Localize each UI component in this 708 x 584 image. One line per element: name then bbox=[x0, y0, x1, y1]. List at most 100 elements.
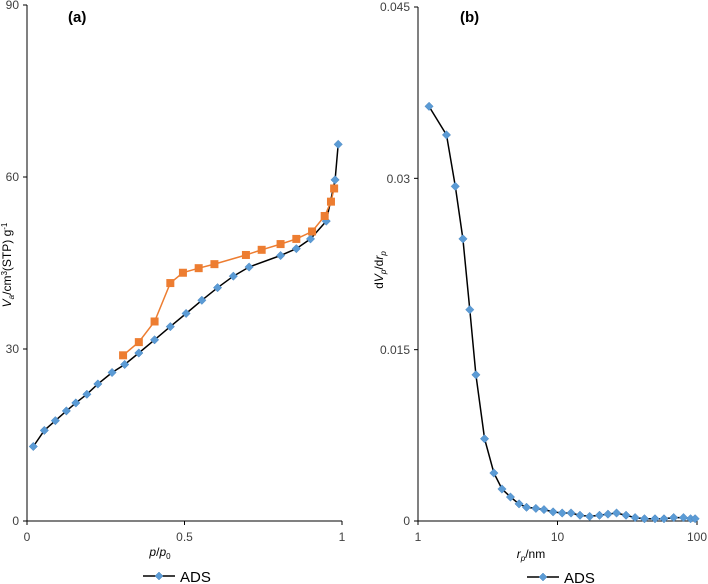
b-ads-point bbox=[548, 507, 558, 517]
b-ads-point bbox=[539, 505, 549, 515]
a-des-point bbox=[166, 279, 175, 288]
b-ads-point bbox=[669, 513, 679, 523]
a-ads-point bbox=[276, 250, 286, 261]
b-ads-point bbox=[521, 502, 532, 512]
a-x-axis-title: p/p0 bbox=[148, 545, 171, 561]
a-ads-point bbox=[228, 271, 238, 281]
a-des-point bbox=[134, 338, 143, 347]
a-x-tick-label: 0 bbox=[24, 530, 31, 544]
b-y-tick-label: 0.03 bbox=[387, 172, 411, 186]
b-ads-point bbox=[480, 434, 490, 444]
b-ads-point bbox=[566, 508, 576, 518]
b-x-tick-label: 1 bbox=[415, 530, 422, 544]
b-x-tick-label: 10 bbox=[551, 530, 565, 544]
a-des-series-line bbox=[122, 188, 335, 356]
a-ads-point bbox=[181, 308, 191, 319]
b-ads-point bbox=[585, 511, 595, 521]
a-des-point bbox=[119, 351, 128, 360]
a-ads-point bbox=[150, 335, 160, 345]
a-des-point bbox=[320, 211, 329, 220]
panel-a: 0 30 60 90 0 0.5 1 (a) p/p0 Va/cm3(STP) … bbox=[0, 0, 346, 584]
a-legend: ADS bbox=[143, 569, 211, 584]
b-x-axis-title: rp/nm bbox=[517, 547, 545, 563]
b-ads-point bbox=[639, 514, 649, 524]
a-legend-marker bbox=[154, 571, 164, 581]
b-ads-point bbox=[514, 499, 524, 509]
b-ads-point bbox=[575, 510, 585, 520]
a-ads-point bbox=[61, 406, 71, 416]
a-ads-point bbox=[28, 441, 38, 452]
panel-b: 0 0.015 0.03 0.045 1 10 100 (b) rp/nm dV… bbox=[372, 0, 707, 584]
a-ads-point bbox=[197, 295, 207, 305]
b-x-tick-label: 100 bbox=[687, 530, 707, 544]
b-ads-point bbox=[441, 130, 452, 140]
a-plot-area bbox=[28, 139, 343, 452]
a-ads-point bbox=[291, 244, 301, 254]
a-panel-label: (a) bbox=[68, 9, 86, 26]
b-ads-point bbox=[505, 492, 516, 502]
b-ads-point bbox=[450, 181, 460, 191]
a-ads-point bbox=[107, 367, 117, 378]
a-y-tick-label: 60 bbox=[6, 170, 20, 184]
a-x-tick-label: 1 bbox=[339, 530, 346, 544]
a-des-point bbox=[326, 197, 335, 206]
b-plot-area bbox=[424, 101, 700, 524]
a-des-point bbox=[276, 240, 285, 249]
b-ads-point bbox=[659, 514, 669, 524]
a-des-point bbox=[257, 245, 266, 254]
a-ads-point bbox=[93, 379, 103, 389]
a-ads-point bbox=[165, 322, 175, 332]
a-des-point bbox=[241, 250, 250, 259]
a-des-point bbox=[292, 234, 301, 243]
b-ads-point bbox=[557, 508, 567, 518]
a-legend-label: ADS bbox=[180, 569, 211, 584]
a-ads-point bbox=[213, 283, 223, 293]
a-ads-point bbox=[333, 139, 343, 149]
a-des-point bbox=[178, 268, 187, 277]
a-ads-point bbox=[330, 175, 340, 185]
a-des-point bbox=[308, 227, 317, 236]
b-ads-point bbox=[471, 370, 481, 380]
a-tick-marks bbox=[23, 4, 343, 525]
b-tick-marks bbox=[414, 6, 698, 525]
b-ads-point bbox=[630, 513, 640, 523]
a-ads-point bbox=[305, 234, 316, 244]
b-ads-point bbox=[621, 510, 631, 520]
a-ads-point bbox=[244, 262, 254, 272]
a-des-point bbox=[330, 184, 339, 193]
b-ads-point bbox=[678, 513, 689, 523]
b-legend: ADS bbox=[527, 570, 595, 584]
a-ads-point bbox=[120, 359, 130, 370]
a-ads-point bbox=[50, 416, 60, 426]
b-ads-point bbox=[497, 484, 507, 494]
b-legend-marker bbox=[538, 572, 548, 582]
b-y-tick-label: 0 bbox=[403, 514, 410, 528]
a-des-point bbox=[210, 260, 219, 269]
b-ads-point bbox=[611, 508, 622, 518]
a-ads-point bbox=[134, 348, 144, 358]
a-y-axis-title: Va/cm3(STP) g-1 bbox=[0, 222, 16, 307]
b-ads-point bbox=[690, 514, 700, 524]
a-y-tick-label: 0 bbox=[12, 514, 19, 528]
b-ads-point bbox=[424, 101, 434, 111]
b-y-tick-label: 0.045 bbox=[380, 0, 410, 14]
b-y-tick-label: 0.015 bbox=[380, 343, 410, 357]
b-panel-label: (b) bbox=[460, 9, 479, 26]
a-ads-point bbox=[71, 398, 81, 408]
a-ads-point bbox=[39, 425, 49, 435]
a-y-tick-label: 30 bbox=[6, 342, 20, 356]
a-des-point bbox=[150, 317, 159, 326]
b-ads-point bbox=[650, 514, 660, 524]
a-des-point bbox=[194, 264, 203, 273]
a-y-tick-label: 90 bbox=[6, 0, 20, 12]
a-x-tick-label: 0.5 bbox=[176, 530, 193, 544]
b-ads-point bbox=[465, 305, 475, 315]
a-ads-point bbox=[82, 389, 92, 399]
b-ads-point bbox=[458, 234, 468, 244]
a-ads-series-line bbox=[32, 144, 339, 447]
b-ads-point bbox=[594, 510, 605, 520]
b-y-axis-title: dVp/drp bbox=[372, 251, 388, 289]
b-ads-point bbox=[531, 503, 541, 513]
b-legend-label: ADS bbox=[564, 570, 595, 584]
